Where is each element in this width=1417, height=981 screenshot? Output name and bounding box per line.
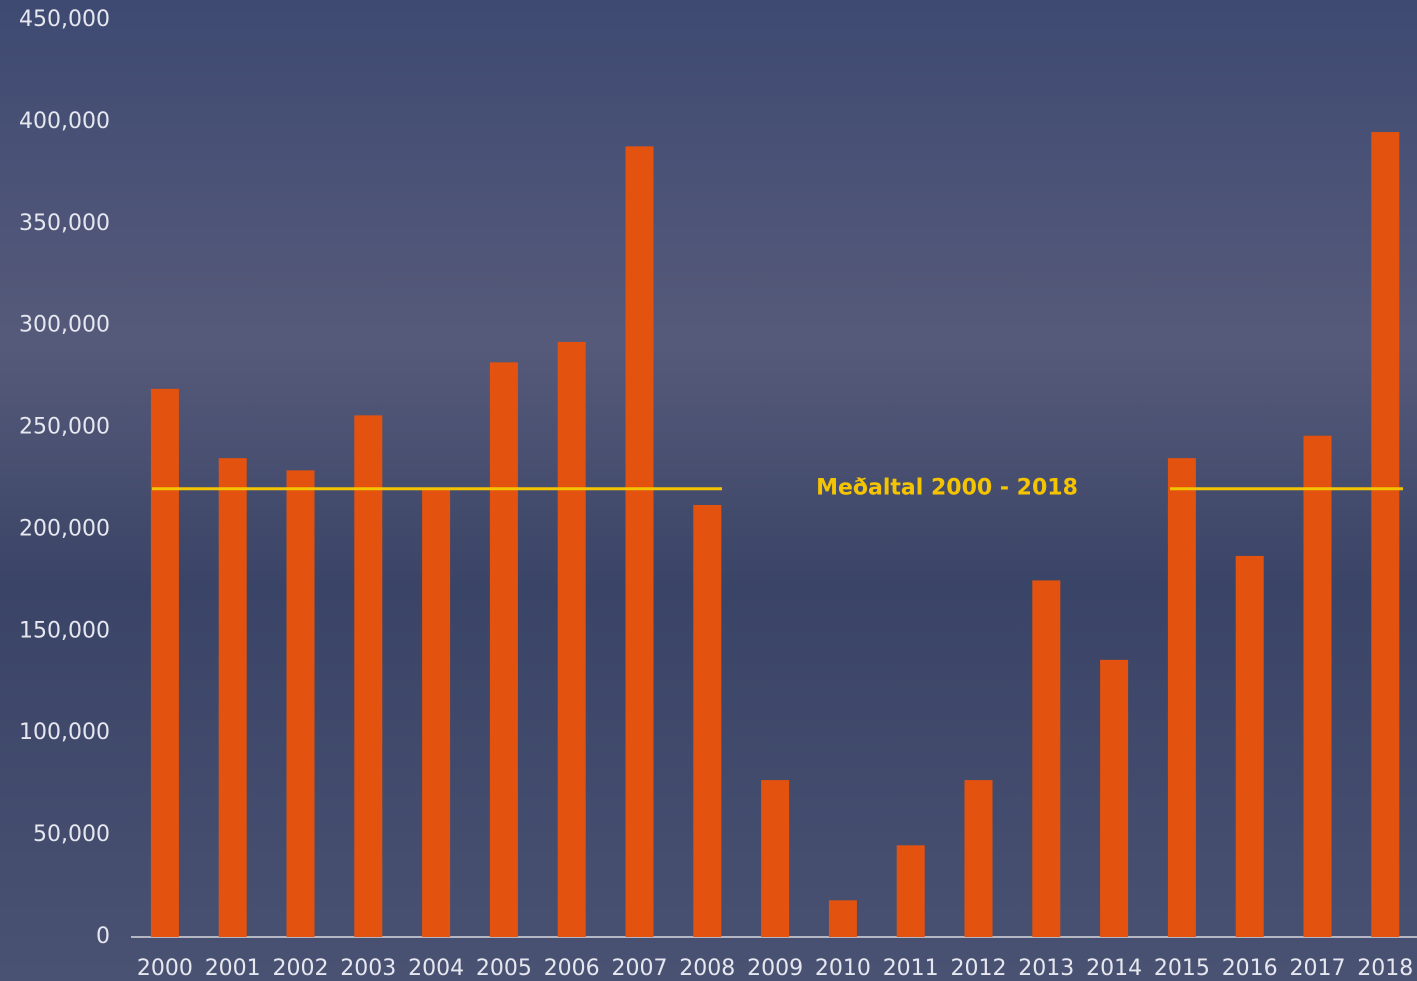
bar bbox=[828, 900, 857, 937]
bar bbox=[286, 470, 315, 937]
y-tick-label: 350,000 bbox=[19, 211, 110, 236]
x-tick-label: 2006 bbox=[544, 956, 600, 981]
y-tick-label: 200,000 bbox=[19, 516, 110, 541]
bar bbox=[964, 780, 993, 937]
bar bbox=[896, 845, 925, 937]
y-tick-label: 300,000 bbox=[19, 313, 110, 338]
y-tick-label: 50,000 bbox=[33, 822, 110, 847]
bar bbox=[1100, 659, 1129, 937]
bar bbox=[354, 415, 383, 938]
x-tick-label: 2009 bbox=[747, 956, 803, 981]
bar bbox=[218, 458, 247, 937]
bar bbox=[150, 388, 179, 937]
bar bbox=[625, 146, 654, 937]
y-tick-label: 0 bbox=[96, 924, 110, 949]
x-tick-label: 2010 bbox=[815, 956, 871, 981]
bar bbox=[557, 341, 586, 938]
x-tick-label: 2016 bbox=[1222, 956, 1278, 981]
y-tick-label: 450,000 bbox=[19, 7, 110, 32]
bar bbox=[1235, 555, 1264, 937]
y-tick-label: 250,000 bbox=[19, 415, 110, 440]
x-tick-label: 2008 bbox=[679, 956, 735, 981]
x-tick-label: 2000 bbox=[137, 956, 193, 981]
bar bbox=[761, 780, 790, 937]
average-label: Meðaltal 2000 - 2018 bbox=[816, 476, 1078, 501]
bar bbox=[1032, 580, 1061, 937]
bar bbox=[1371, 132, 1400, 938]
bar bbox=[422, 488, 451, 937]
x-tick-label: 2001 bbox=[205, 956, 261, 981]
y-tick-label: 400,000 bbox=[19, 109, 110, 134]
x-tick-label: 2017 bbox=[1290, 956, 1346, 981]
x-tick-label: 2012 bbox=[951, 956, 1007, 981]
x-tick-label: 2003 bbox=[340, 956, 396, 981]
bar bbox=[1167, 458, 1196, 937]
x-tick-label: 2018 bbox=[1357, 956, 1413, 981]
x-tick-label: 2002 bbox=[273, 956, 329, 981]
bar bbox=[1303, 435, 1332, 937]
x-tick-label: 2011 bbox=[883, 956, 939, 981]
bar bbox=[489, 362, 518, 937]
x-tick-label: 2015 bbox=[1154, 956, 1210, 981]
bar bbox=[693, 504, 722, 937]
x-tick-label: 2007 bbox=[612, 956, 668, 981]
x-tick-label: 2013 bbox=[1018, 956, 1074, 981]
y-tick-label: 150,000 bbox=[19, 618, 110, 643]
x-tick-label: 2005 bbox=[476, 956, 532, 981]
x-tick-label: 2004 bbox=[408, 956, 464, 981]
y-tick-label: 100,000 bbox=[19, 720, 110, 745]
x-tick-label: 2014 bbox=[1086, 956, 1142, 981]
